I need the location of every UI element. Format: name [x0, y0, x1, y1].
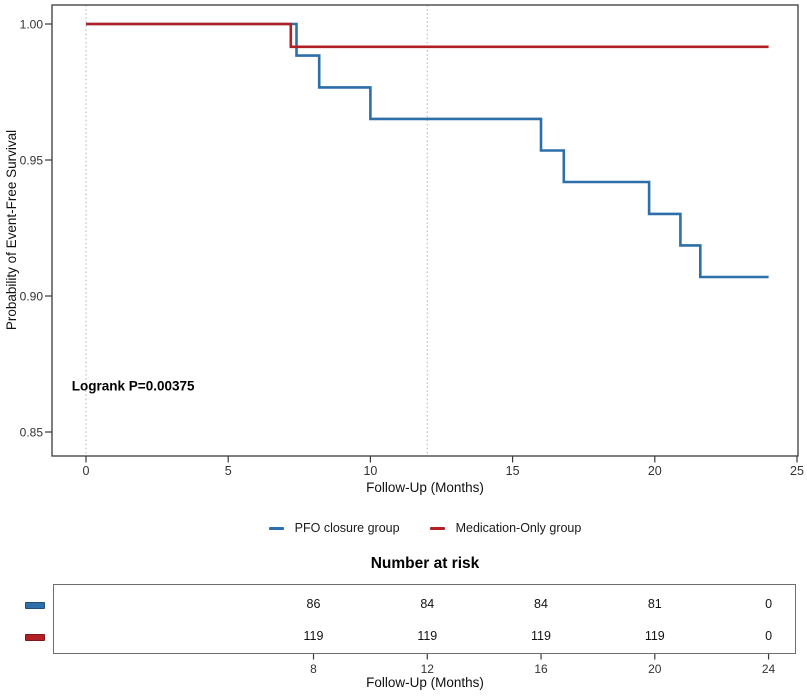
series-pfo-closure-group — [86, 22, 769, 279]
legend: PFO closure group Medication-Only group — [52, 517, 798, 539]
risk-count: 0 — [765, 597, 773, 611]
risk-axis-tick-label: 24 — [762, 662, 776, 676]
y-tick-label: 0.90 — [20, 289, 44, 303]
risk-axis-tick-label: 12 — [421, 662, 435, 676]
x-axis-title: Follow-Up (Months) — [366, 480, 484, 495]
risk-row-swatch-pfo-closure-group — [25, 601, 45, 609]
risk-axis-tick-label: 8 — [310, 662, 317, 676]
x-tick-label: 25 — [790, 464, 804, 478]
legend-item-medication-only-group: Medication-Only group — [429, 521, 582, 535]
y-tick-label: 0.95 — [20, 153, 44, 167]
legend-label: PFO closure group — [294, 521, 400, 535]
risk-count: 84 — [420, 597, 435, 611]
x-tick-label: 20 — [648, 464, 662, 478]
logrank-annotation: Logrank P=0.00375 — [72, 378, 195, 393]
risk-axis-title: Follow-Up (Months) — [366, 675, 484, 690]
risk-count: 119 — [531, 629, 551, 643]
risk-axis-tick-label: 20 — [648, 662, 662, 676]
legend-item-pfo-closure-group: PFO closure group — [268, 521, 400, 535]
risk-count: 119 — [303, 629, 324, 643]
series-medication-only-group — [86, 22, 769, 49]
legend-label: Medication-Only group — [455, 521, 582, 535]
y-tick-label: 1.00 — [20, 17, 44, 31]
risk-row-swatch-medication-only-group — [25, 633, 45, 641]
risk-count: 119 — [644, 629, 665, 643]
risk-count: 86 — [306, 597, 321, 611]
x-tick-label: 5 — [225, 464, 232, 478]
survival-chart: 1.00 0.95 0.90 0.85 0 5 10 15 20 25 Follow-Up (Mo… — [4, 4, 804, 495]
risk-axis-tick-label: 16 — [534, 662, 548, 676]
y-tick-label: 0.85 — [20, 425, 44, 439]
risk-table-title: Number at risk — [370, 555, 480, 572]
risk-count: 119 — [417, 629, 438, 643]
risk-count: 81 — [647, 597, 662, 611]
legend-line-swatch — [268, 526, 284, 530]
risk-count: 84 — [534, 597, 548, 611]
risk-table-box — [53, 584, 796, 654]
legend-line-swatch — [429, 526, 445, 530]
x-tick-label: 0 — [83, 464, 90, 478]
y-axis-title: Probability of Event-Free Survival — [4, 130, 19, 330]
plot-panel-border — [51, 4, 799, 457]
risk-table-axis: 8 12 16 20 24 — [310, 654, 776, 676]
x-tick-label: 15 — [506, 464, 520, 478]
risk-count: 0 — [765, 629, 773, 643]
x-tick-label: 10 — [363, 464, 377, 478]
